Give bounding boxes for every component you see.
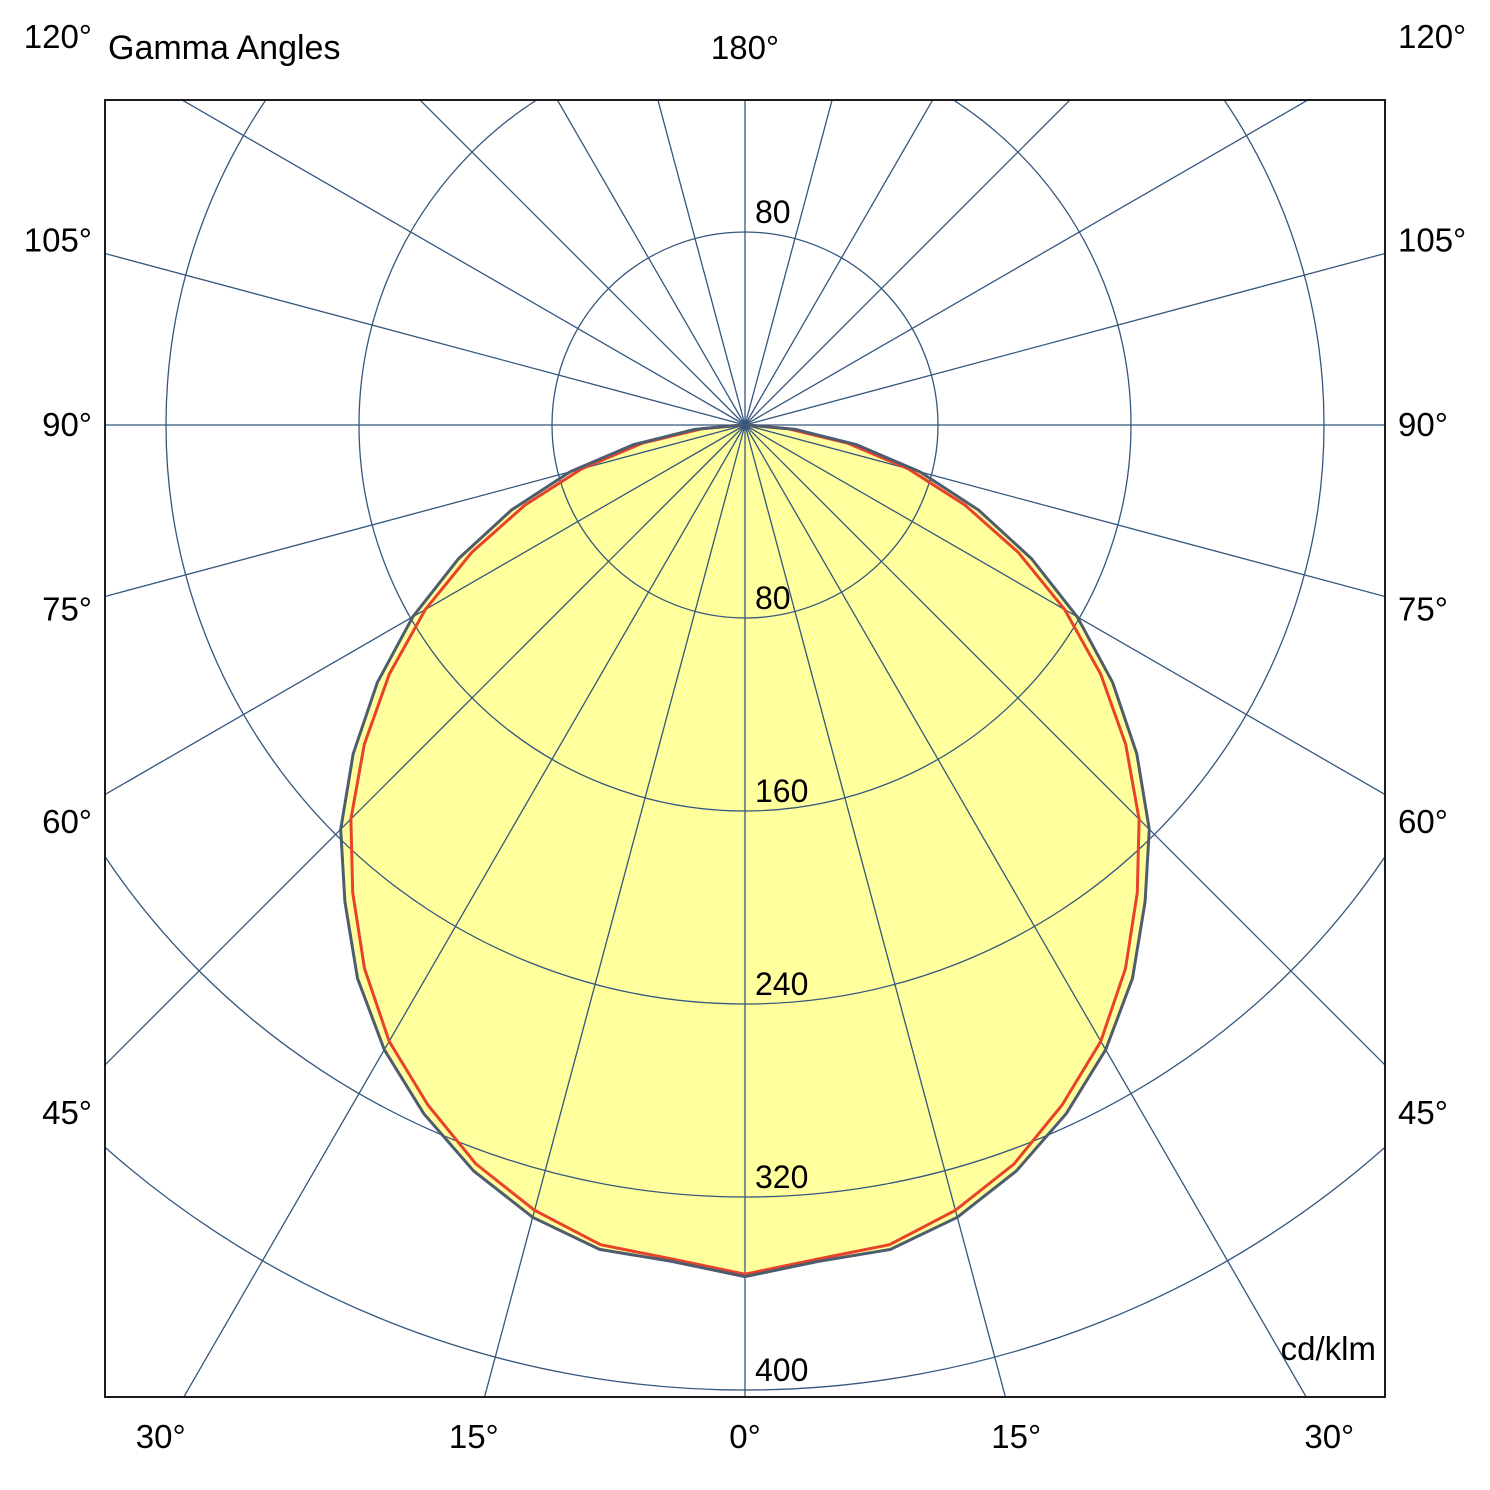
grid-radial-60 bbox=[744, 424, 1385, 796]
ring-label-400: 400 bbox=[755, 1352, 808, 1388]
angle-label-bottom-4: 30° bbox=[1304, 1418, 1354, 1455]
chart-title: Gamma Angles bbox=[108, 29, 341, 67]
ring-label-320: 320 bbox=[755, 1159, 808, 1195]
angle-label-left-105: 105° bbox=[24, 222, 92, 259]
ring-label-80: 80 bbox=[755, 580, 791, 616]
grid-radial-195 bbox=[657, 100, 746, 426]
curve-c90-c270 bbox=[349, 423, 1141, 1276]
grid-radial-75 bbox=[744, 424, 1385, 598]
ring-label-240: 240 bbox=[755, 966, 808, 1002]
ring-label-160: 160 bbox=[755, 773, 808, 809]
angle-label-right-120: 120° bbox=[1398, 18, 1466, 55]
plot-border bbox=[104, 99, 1386, 1398]
angle-label-right-90: 90° bbox=[1398, 406, 1448, 443]
angle-label-left-120: 120° bbox=[24, 18, 92, 55]
grid-radial-345 bbox=[483, 424, 746, 1397]
grid-radial-285 bbox=[105, 424, 746, 598]
angle-label-left-45: 45° bbox=[42, 1094, 92, 1131]
grid-radial-240 bbox=[180, 100, 746, 426]
angle-label-bottom-2: 0° bbox=[729, 1418, 761, 1455]
angle-label-bottom-1: 15° bbox=[449, 1418, 499, 1455]
angle-label-left-75: 75° bbox=[42, 590, 92, 627]
angle-label-left-90: 90° bbox=[42, 406, 92, 443]
grid-radial-135 bbox=[744, 100, 1071, 426]
unit-label: cd/klm bbox=[1280, 1330, 1376, 1367]
angle-label-top-180: 180° bbox=[711, 29, 779, 66]
grid-radial-300 bbox=[105, 424, 746, 796]
angle-label-right-60: 60° bbox=[1398, 803, 1448, 840]
angle-label-right-75: 75° bbox=[1398, 590, 1448, 627]
grid-radial-30 bbox=[744, 424, 1307, 1397]
grid-radial-330 bbox=[183, 424, 746, 1397]
angle-label-bottom-0: 30° bbox=[136, 1418, 186, 1455]
angle-label-right-45: 45° bbox=[1398, 1094, 1448, 1131]
ring-label-upper-80: 80 bbox=[755, 194, 791, 230]
grid-radial-45 bbox=[744, 424, 1385, 1066]
grid-radial-120 bbox=[744, 100, 1310, 426]
grid-radial-105 bbox=[744, 252, 1385, 426]
angle-label-bottom-3: 15° bbox=[991, 1418, 1041, 1455]
angle-label-left-60: 60° bbox=[42, 803, 92, 840]
angle-label-right-105: 105° bbox=[1398, 222, 1466, 259]
grid-radial-225 bbox=[419, 100, 746, 426]
grid-radial-315 bbox=[105, 424, 746, 1066]
curve-c0-c180 bbox=[339, 423, 1151, 1279]
grid-radial-150 bbox=[744, 100, 934, 426]
grid-radial-255 bbox=[105, 252, 746, 426]
grid-radial-210 bbox=[556, 100, 746, 426]
grid-radial-165 bbox=[744, 100, 833, 426]
grid-radial-15 bbox=[744, 424, 1007, 1397]
